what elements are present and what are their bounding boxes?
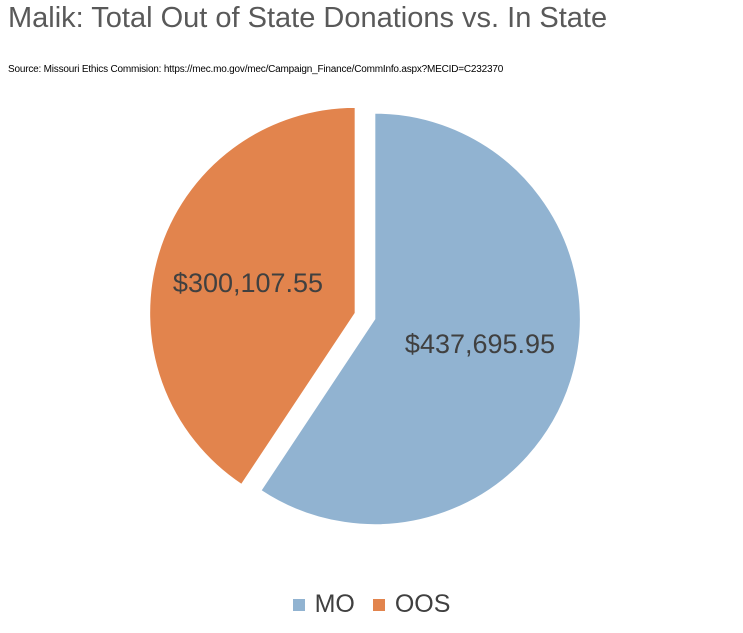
legend-label-oos: OOS [394,590,451,618]
legend: MO OOS [0,590,743,619]
legend-label-mo: MO [314,590,355,618]
data-label-oos: $300,107.55 [173,268,323,298]
pie-chart: $437,695.95 $300,107.55 [148,106,582,526]
legend-item-oos: OOS [372,590,451,619]
pie-slice-oos [148,106,357,486]
chart-source: Source: Missouri Ethics Commision: https… [8,64,504,75]
chart-title: Malik: Total Out of State Donations vs. … [8,2,608,34]
legend-item-mo: MO [292,590,355,619]
legend-swatch-mo [292,598,305,611]
pie-slice-mo [259,112,582,526]
legend-swatch-oos [372,598,385,611]
data-label-mo: $437,695.95 [405,329,555,359]
